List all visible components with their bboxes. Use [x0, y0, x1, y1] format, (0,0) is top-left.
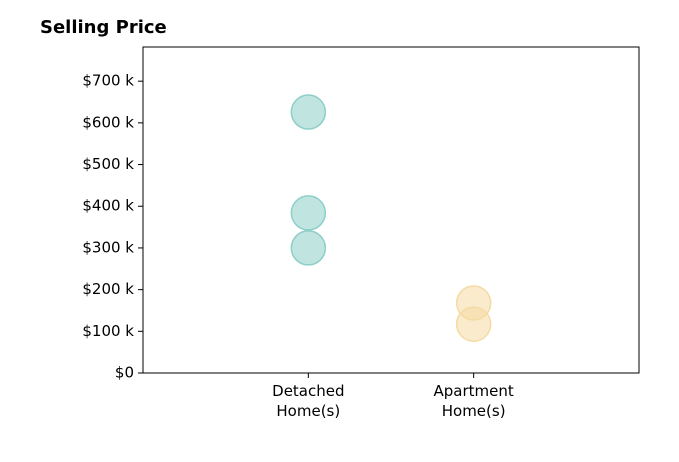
y-tick-label: $400 k — [82, 197, 134, 215]
x-tick-label: Apartment Home(s) — [433, 382, 514, 420]
y-tick-label: $0 — [115, 364, 134, 382]
y-tick-label: $700 k — [82, 72, 134, 90]
plot-frame — [142, 46, 640, 374]
point — [290, 230, 327, 266]
chart-title: Selling Price — [40, 17, 167, 38]
y-tick-label: $300 k — [82, 238, 134, 256]
point — [290, 94, 327, 130]
y-tick-label: $200 k — [82, 280, 134, 298]
x-tick-label: Detached Home(s) — [272, 382, 345, 420]
y-tick-label: $600 k — [82, 113, 134, 131]
point — [290, 195, 327, 231]
y-tick-label: $100 k — [82, 322, 134, 340]
y-tick-label: $500 k — [82, 155, 134, 173]
point — [455, 306, 492, 342]
